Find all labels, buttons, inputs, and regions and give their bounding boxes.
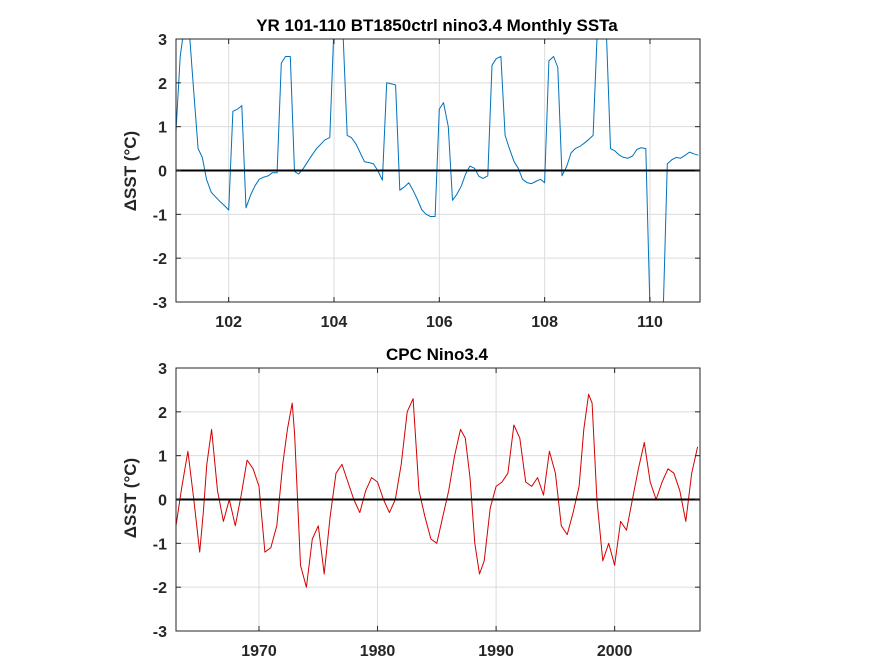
chart-bottom-series	[176, 393, 700, 588]
chart-top-ytick-label: 2	[158, 76, 167, 93]
chart-top-ylabel: ΔSST (°C)	[121, 131, 140, 211]
chart-top-series	[176, 39, 700, 302]
chart-top-ticks: 102 104 106 108 110 -3 -2 -1 0 1 2 3	[153, 32, 701, 331]
chart-top-ytick-label: -2	[153, 251, 167, 268]
chart-bottom-xtick-label: 2000	[597, 643, 633, 656]
chart-top-ytick-label: 0	[158, 164, 167, 181]
chart-top-title: YR 101-110 BT1850ctrl nino3.4 Monthly SS…	[256, 16, 618, 35]
chart-top-xtick-label: 102	[215, 314, 242, 331]
chart-top-ytick-label: 1	[158, 120, 167, 137]
chart-top-xtick-label: 108	[531, 314, 558, 331]
chart-bottom: CPC Nino3.4 ΔSST (°C) 1970 1980 1990 2000 -3…	[121, 345, 701, 656]
chart-bottom-xtick-label: 1990	[478, 643, 514, 656]
chart-bottom-ytick-label: -1	[153, 536, 167, 553]
chart-bottom-title: CPC Nino3.4	[386, 345, 489, 364]
chart-bottom-ytick-label: -2	[153, 580, 167, 597]
chart-top-xtick-label: 110	[637, 314, 663, 331]
chart-bottom-ticks: 1970 1980 1990 2000 -3 -2 -1 0 1 2 3	[153, 361, 701, 656]
chart-bottom-ytick-label: 3	[158, 361, 167, 378]
chart-bottom-series-line	[176, 393, 699, 588]
chart-bottom-xtick-label: 1970	[241, 643, 277, 656]
chart-top-ytick-label: 3	[158, 32, 167, 49]
chart-top-ytick-label: -3	[153, 295, 167, 312]
chart-bottom-ylabel: ΔSST (°C)	[121, 458, 140, 538]
chart-bottom-xtick-label: 1980	[360, 643, 396, 656]
chart-bottom-ytick-label: 0	[158, 493, 167, 510]
chart-top-ytick-label: -1	[153, 207, 167, 224]
chart-top-xtick-label: 104	[321, 314, 348, 331]
chart-top-xtick-label: 106	[426, 314, 453, 331]
chart-bottom-ytick-label: -3	[153, 624, 167, 641]
chart-bottom-ytick-label: 2	[158, 405, 167, 422]
chart-bottom-ytick-label: 1	[158, 449, 167, 466]
chart-top: YR 101-110 BT1850ctrl nino3.4 Monthly SS…	[121, 16, 701, 331]
chart-top-series-line	[176, 39, 699, 302]
